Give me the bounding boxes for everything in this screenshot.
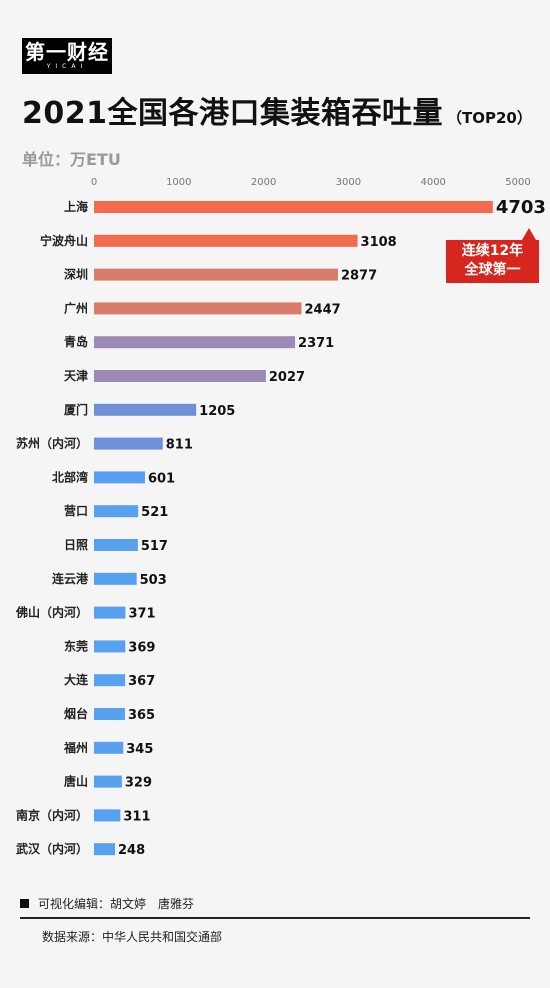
value-label: 811	[166, 438, 193, 453]
x-tick-label: 2000	[251, 177, 276, 188]
category-label: 宁波舟山	[40, 233, 88, 248]
value-label: 2877	[341, 269, 377, 284]
x-tick-label: 0	[91, 177, 97, 188]
value-label: 369	[128, 640, 155, 655]
value-label: 601	[148, 471, 175, 486]
category-label: 南京（内河）	[16, 807, 88, 822]
value-label: 371	[128, 607, 155, 622]
x-tick-label: 4000	[420, 177, 445, 188]
value-label: 329	[125, 776, 152, 791]
bar	[94, 471, 145, 484]
bar	[94, 201, 493, 213]
unit-label: 单位：万ETU	[22, 150, 121, 169]
value-label: 4703	[496, 197, 546, 218]
title-row: 2021全国各港口集装箱吞吐量 （TOP20）	[22, 88, 532, 132]
category-label: 广州	[64, 300, 88, 315]
bar	[94, 708, 125, 720]
highlight-badge: 连续12年 全球第一	[446, 240, 539, 283]
value-label: 2371	[298, 336, 334, 351]
value-label: 248	[118, 843, 145, 858]
bar	[94, 640, 126, 653]
bar	[94, 437, 163, 450]
bar	[94, 809, 121, 822]
editor-credit: 可视化编辑：胡文婷 唐雅芬	[20, 895, 194, 912]
bar	[94, 606, 126, 619]
category-label: 天津	[64, 368, 88, 383]
bar	[94, 336, 296, 349]
category-label: 北部湾	[52, 469, 88, 484]
value-label: 517	[141, 539, 168, 554]
category-label: 福州	[63, 740, 88, 755]
value-label: 367	[128, 674, 155, 689]
badge-line-2: 全球第一	[464, 262, 521, 278]
bar	[94, 674, 126, 687]
bar	[94, 302, 302, 315]
bar	[94, 268, 338, 281]
badge-pointer	[522, 228, 536, 240]
x-tick-label: 3000	[336, 177, 361, 188]
square-icon	[20, 899, 29, 908]
logo-text: 第一财经	[25, 40, 109, 64]
bar	[94, 775, 122, 788]
data-source: 数据来源：中华人民共和国交通部	[42, 930, 223, 944]
bar	[94, 539, 138, 551]
category-label: 营口	[64, 503, 88, 518]
value-label: 521	[141, 505, 168, 520]
value-label: 3108	[361, 235, 397, 250]
badge-line-1: 连续12年	[461, 243, 524, 259]
bar-chart: 0 1000 2000 3000 4000 5000 上海 4703 宁波舟山 3108 深圳 287…	[15, 177, 546, 858]
chart-title: 2021全国各港口集装箱吞吐量	[22, 96, 443, 131]
value-label: 2447	[305, 302, 341, 317]
value-label: 1205	[199, 404, 235, 419]
bar	[94, 741, 124, 754]
bar	[94, 505, 139, 518]
value-label: 345	[126, 742, 153, 757]
category-label: 青岛	[64, 334, 88, 349]
logo-subtext: YICAI	[46, 63, 88, 70]
x-tick-label: 5000	[505, 177, 530, 188]
footer-divider	[20, 917, 530, 919]
value-label: 503	[140, 573, 167, 588]
category-label: 日照	[64, 537, 88, 552]
editor-text: 可视化编辑：胡文婷 唐雅芬	[38, 897, 195, 911]
category-label: 唐山	[64, 774, 88, 789]
chart-title-suffix: （TOP20）	[447, 109, 532, 127]
category-label: 上海	[64, 199, 88, 214]
category-label: 武汉（内河）	[16, 841, 88, 856]
bar	[94, 234, 358, 247]
category-label: 烟台	[64, 706, 88, 721]
value-label: 365	[128, 708, 155, 723]
bar	[94, 370, 266, 382]
category-label: 东莞	[64, 638, 88, 653]
category-label: 连云港	[52, 571, 89, 586]
bar	[94, 843, 116, 856]
bar	[94, 403, 197, 416]
category-label: 大连	[64, 672, 89, 687]
category-label: 佛山（内河）	[15, 605, 88, 620]
value-label: 311	[123, 809, 150, 824]
category-label: 厦门	[64, 402, 88, 417]
bar	[94, 572, 137, 585]
yicai-logo: 第一财经 YICAI	[22, 38, 112, 74]
x-tick-label: 1000	[166, 177, 191, 188]
value-label: 2027	[269, 370, 305, 385]
category-label: 苏州（内河）	[16, 436, 88, 451]
category-label: 深圳	[64, 267, 88, 282]
